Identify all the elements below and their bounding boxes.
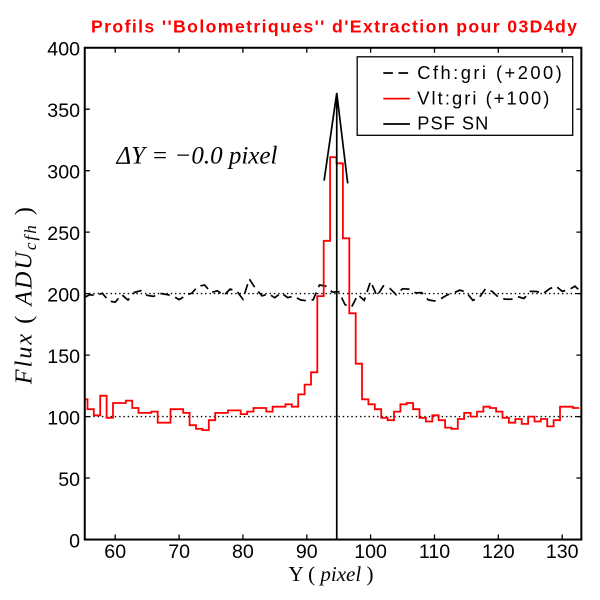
svg-text:100: 100 [354,541,387,563]
svg-text:100: 100 [47,408,80,430]
svg-text:70: 70 [168,541,190,563]
svg-text:Profils ''Bolometriques'' d'Ex: Profils ''Bolometriques'' d'Extraction p… [91,17,577,37]
svg-text:0: 0 [69,531,80,553]
svg-text:130: 130 [546,541,579,563]
svg-text:Y ( pixel ): Y ( pixel ) [289,562,374,586]
svg-text:Cfh:gri (+200): Cfh:gri (+200) [417,62,561,83]
svg-text:120: 120 [482,541,515,563]
svg-text:80: 80 [232,541,254,563]
svg-text:ΔY = −0.0 pixel: ΔY = −0.0 pixel [116,142,278,169]
svg-text:PSF SN: PSF SN [417,113,488,134]
svg-text:250: 250 [47,223,80,245]
svg-text:60: 60 [104,541,126,563]
svg-text:200: 200 [47,285,80,307]
svg-text:350: 350 [47,100,80,122]
svg-text:400: 400 [47,39,80,61]
svg-text:50: 50 [58,469,80,491]
svg-text:150: 150 [47,346,80,368]
svg-text:90: 90 [296,541,318,563]
svg-text:110: 110 [419,541,450,563]
svg-text:300: 300 [47,162,80,184]
